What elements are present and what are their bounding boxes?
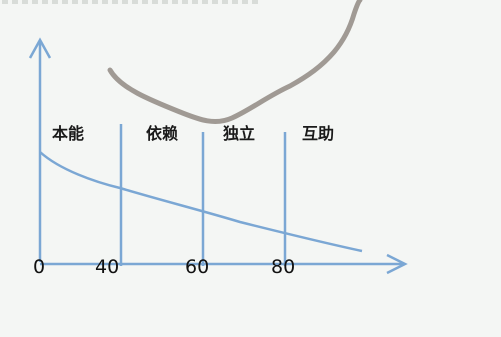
decay-curve (39, 151, 363, 253)
stage-label-dependence: 依赖 (146, 124, 178, 143)
x-tick-60: 60 (185, 256, 209, 278)
x-tick-80: 80 (271, 256, 295, 278)
y-axis-arrow (28, 37, 52, 59)
stage-label-independence: 独立 (223, 124, 255, 143)
stage-label-mutual-aid: 互助 (302, 124, 334, 143)
x-tick-0: 0 (33, 256, 45, 278)
x-tick-40: 40 (95, 256, 119, 278)
stage-label-instinct: 本能 (52, 124, 84, 143)
x-axis-arrow (386, 253, 408, 275)
scribble-line (107, 0, 363, 124)
